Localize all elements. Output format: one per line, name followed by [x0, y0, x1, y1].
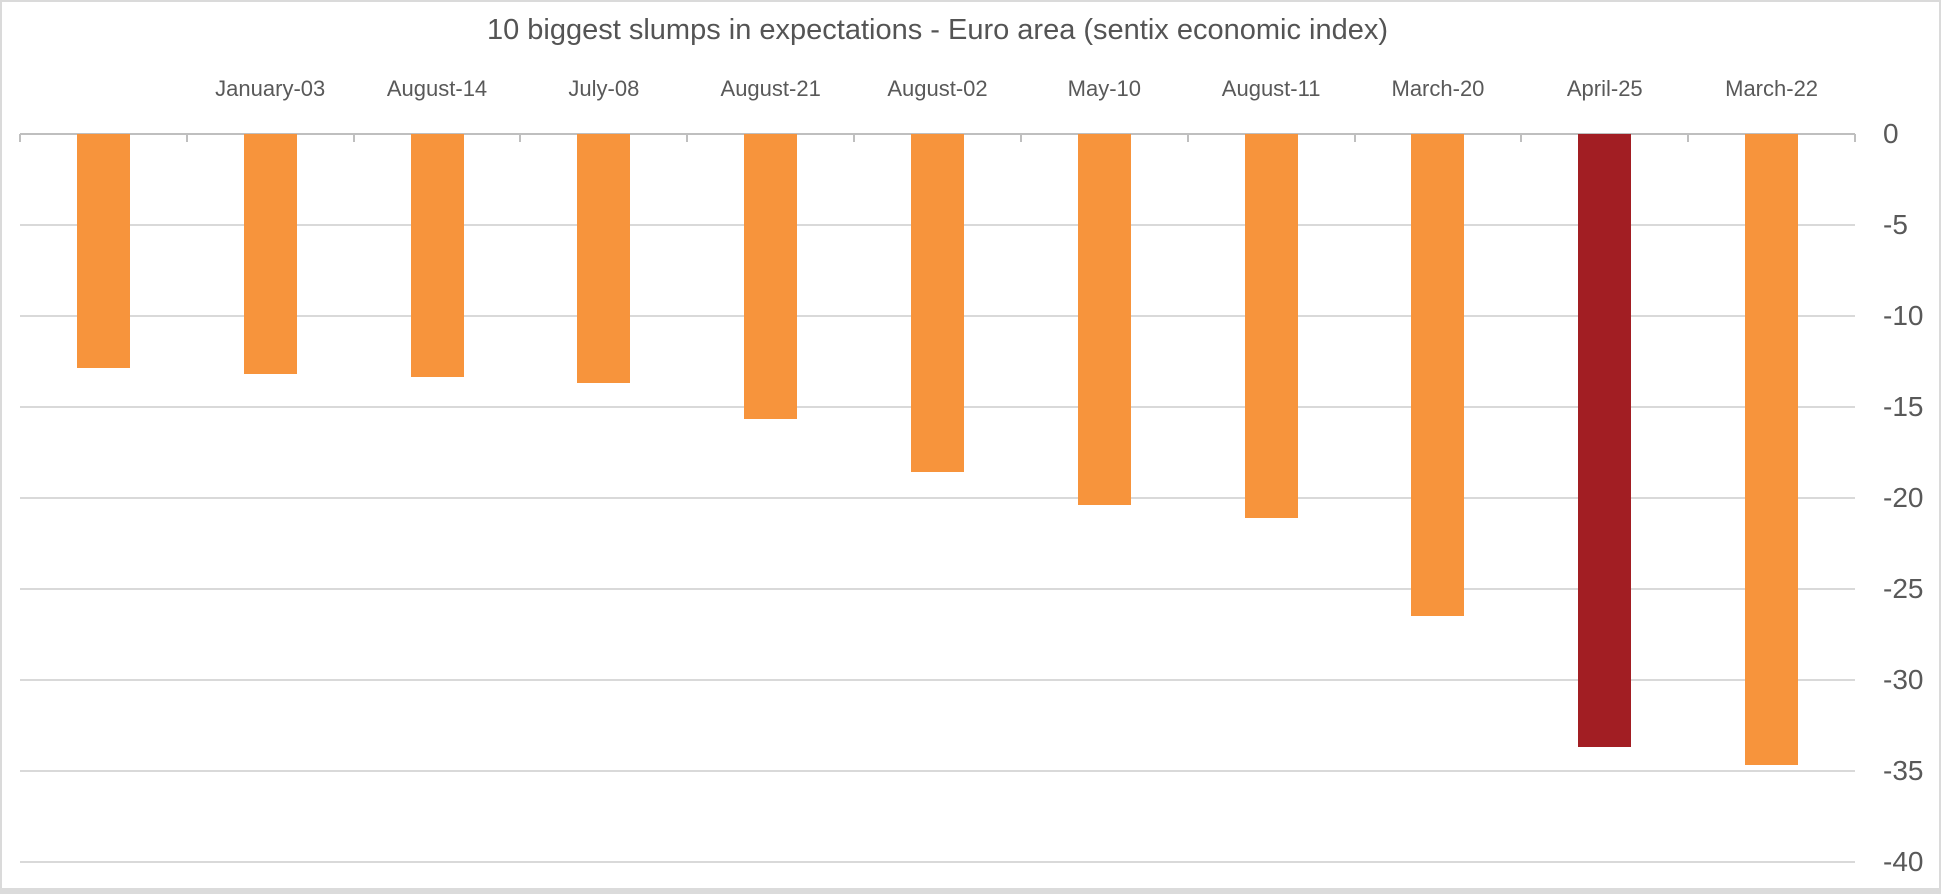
axis-tick-mark: [1186, 134, 1189, 142]
y-axis-tick-label--10: -10: [1883, 299, 1924, 331]
bar-August-21[interactable]: [744, 133, 798, 420]
axis-tick-mark: [686, 134, 689, 142]
category-label-July-08: July-08: [568, 76, 640, 101]
bar-May-10[interactable]: [1077, 133, 1131, 505]
y-axis-tick-label--35: -35: [1883, 754, 1924, 786]
category-label-May-10: May-10: [1067, 76, 1141, 101]
bar-August-02[interactable]: [911, 133, 964, 473]
bar-January-03[interactable]: [243, 133, 297, 374]
axis-tick-mark: [1353, 134, 1356, 142]
y-axis-tick-label--40: -40: [1883, 845, 1924, 877]
category-label-August-21: August-21: [720, 76, 821, 101]
axis-tick-mark: [519, 134, 522, 142]
axis-tick-mark: [185, 134, 188, 142]
gridline--40: [20, 860, 1855, 863]
category-label-January-03: January-03: [215, 76, 326, 101]
category-label-August-02: August-02: [887, 76, 988, 101]
category-label-August-11: August-11: [1221, 76, 1321, 101]
bottom-edge-strip: [0, 888, 1941, 894]
bar-August-14[interactable]: [410, 133, 464, 378]
axis-tick-mark: [1019, 134, 1022, 142]
axis-tick-mark: [19, 134, 21, 142]
axis-tick-mark: [352, 134, 355, 142]
bar-March-20[interactable]: [1411, 133, 1465, 616]
bar-August-11[interactable]: [1244, 133, 1298, 518]
category-label-August-14: August-14: [386, 76, 488, 101]
gridline--35: [20, 769, 1855, 772]
y-axis-tick-label--15: -15: [1883, 390, 1924, 422]
bar-July-08[interactable]: [577, 133, 631, 383]
y-axis-tick-label--30: -30: [1883, 663, 1924, 695]
y-axis-tick-label--25: -25: [1883, 572, 1924, 604]
bar-unlabeled[interactable]: [76, 133, 130, 369]
category-label-March-20: March-20: [1391, 76, 1485, 101]
category-label-March-22: March-22: [1725, 76, 1819, 101]
axis-tick-mark: [1854, 134, 1856, 142]
y-axis-tick-label-0: 0: [1883, 117, 1899, 149]
gridline--30: [20, 678, 1855, 681]
gridline--25: [20, 587, 1855, 590]
axis-tick-mark: [1687, 134, 1690, 142]
category-label-April-25: April-25: [1566, 76, 1643, 101]
y-axis-tick-label--5: -5: [1883, 208, 1908, 240]
y-axis-tick-label--20: -20: [1883, 481, 1924, 513]
gridline--20: [20, 496, 1855, 499]
bar-April-25[interactable]: [1578, 133, 1632, 747]
bar-March-22[interactable]: [1745, 133, 1799, 766]
axis-tick-mark: [1520, 134, 1523, 142]
chart-title: 10 biggest slumps in expectations - Euro…: [486, 14, 1389, 46]
axis-tick-mark: [853, 134, 856, 142]
